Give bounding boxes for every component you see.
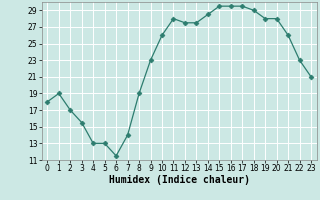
X-axis label: Humidex (Indice chaleur): Humidex (Indice chaleur) xyxy=(109,175,250,185)
